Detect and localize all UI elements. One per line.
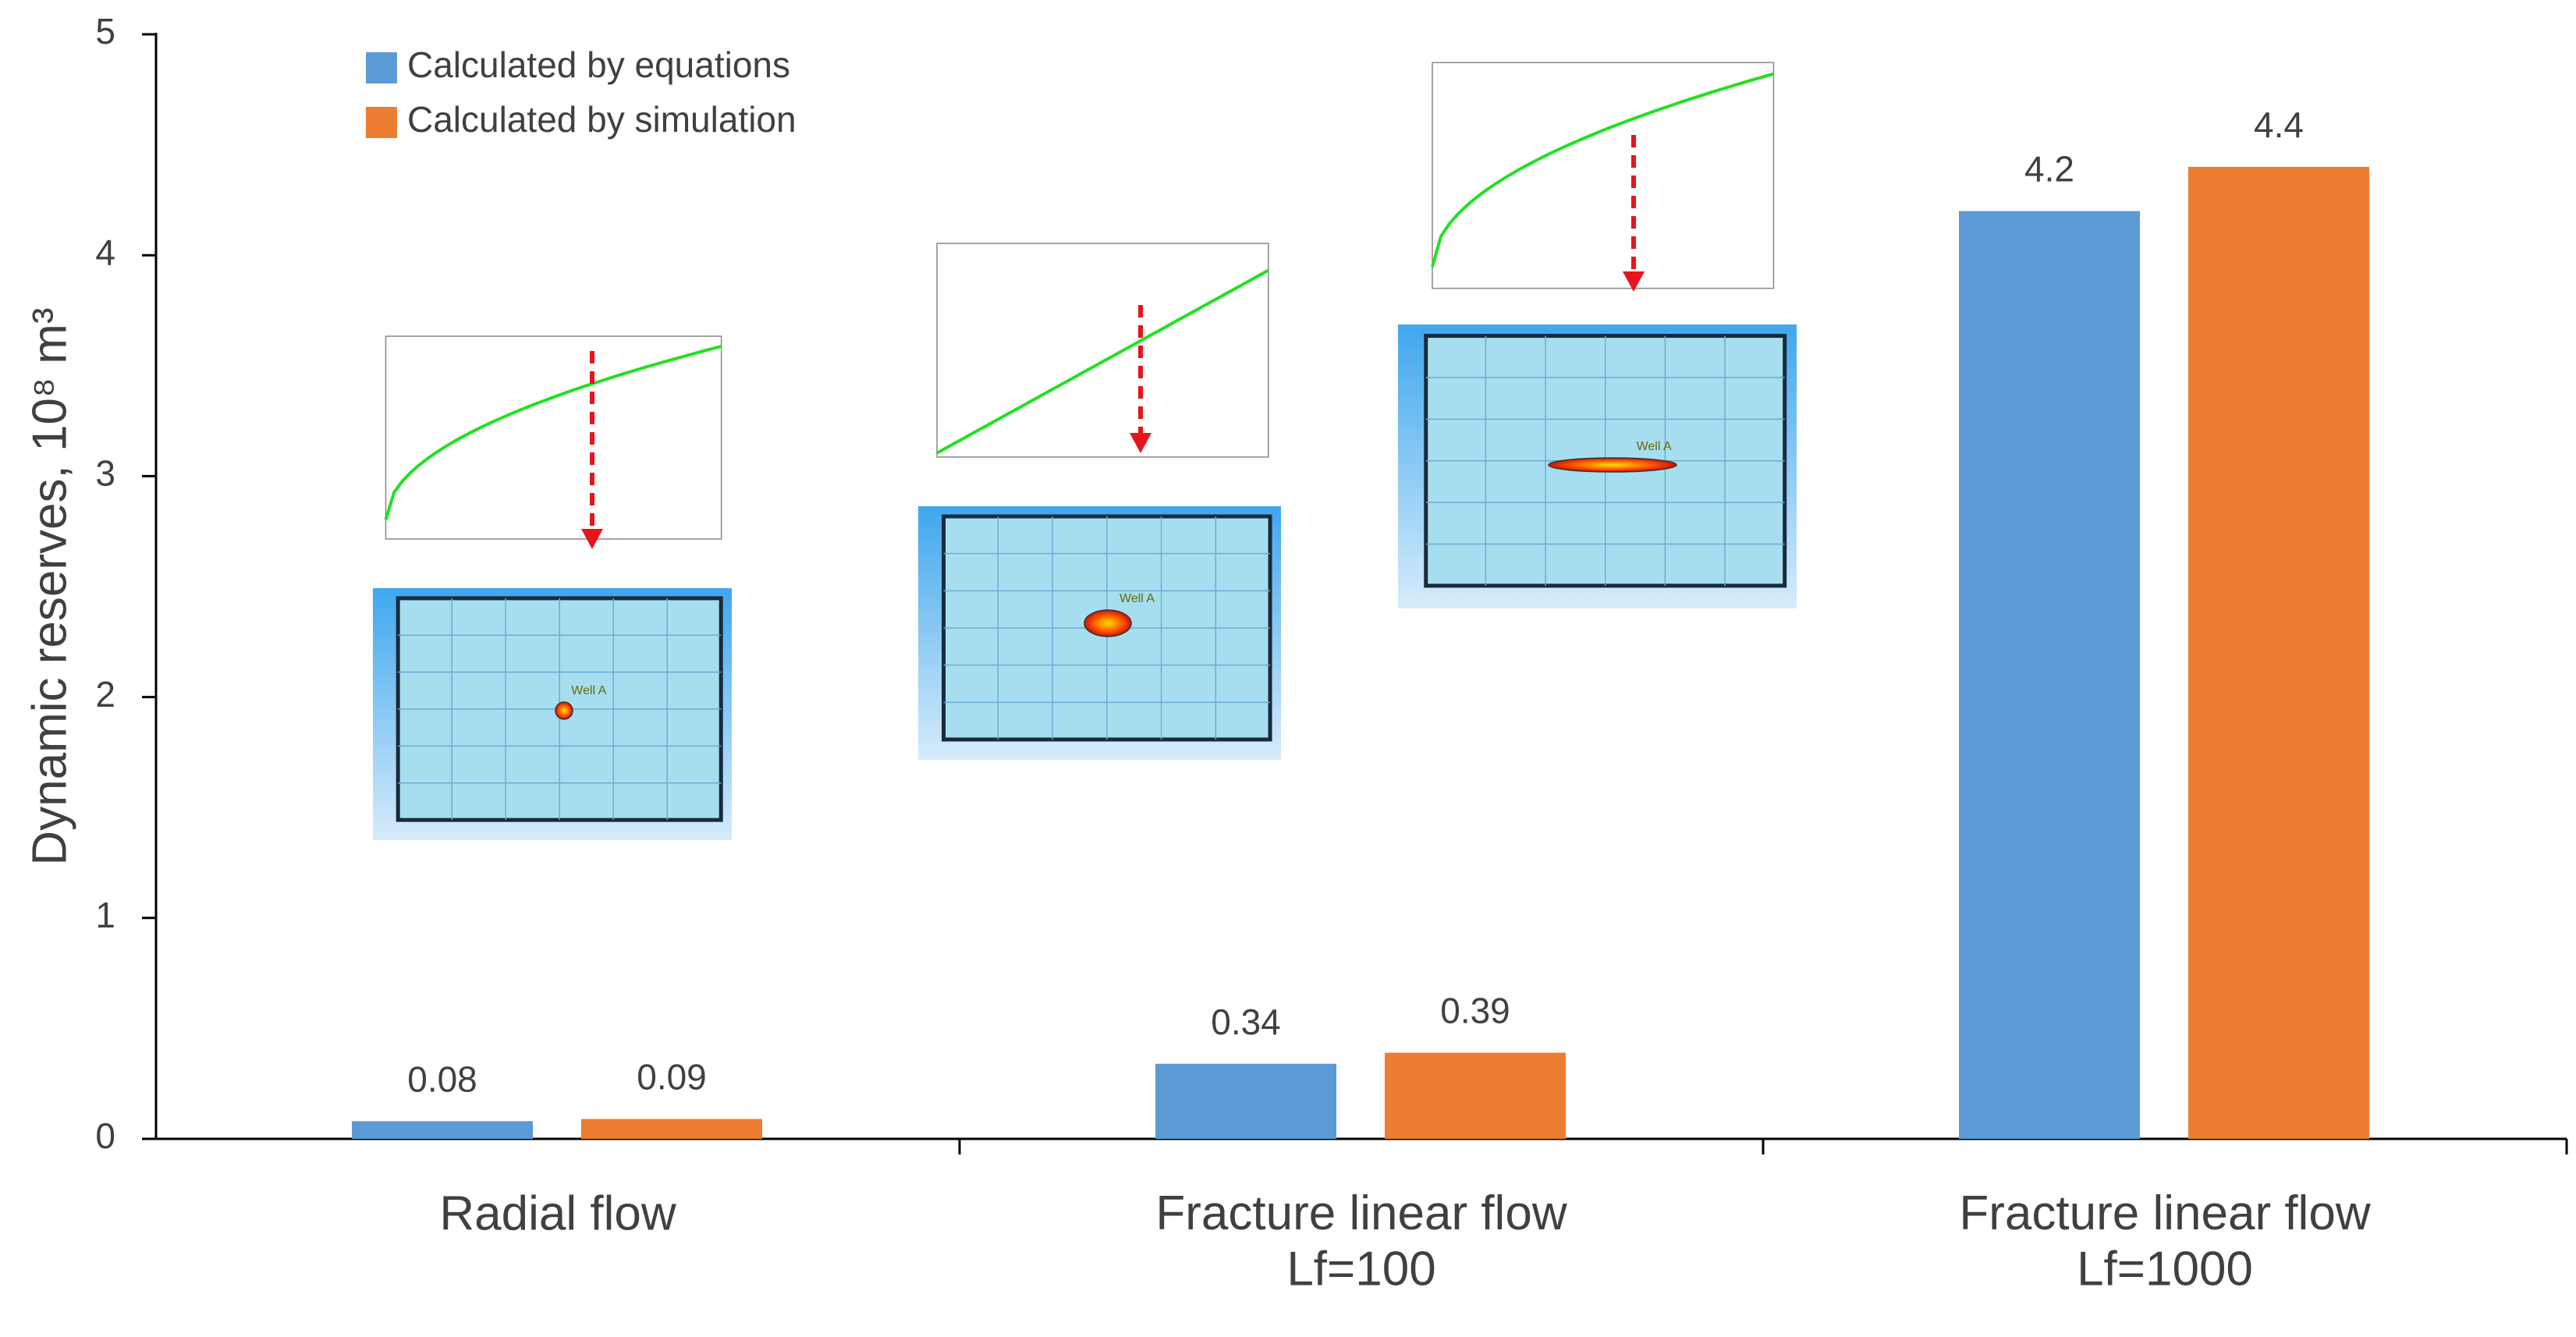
bar xyxy=(352,1121,533,1139)
inset-curve xyxy=(384,345,722,520)
inset-curve xyxy=(1431,72,1774,268)
bar xyxy=(1959,211,2140,1139)
bar xyxy=(2188,166,2369,1139)
value-label: 4.2 xyxy=(2024,149,2074,190)
x-tick-label: Radial flow xyxy=(439,1186,676,1240)
y-tick-label: 3 xyxy=(95,453,115,494)
bar xyxy=(1155,1063,1336,1139)
inset-arrowhead xyxy=(1130,433,1151,453)
x-tick-label: Fracture linear flow Lf=100 xyxy=(1155,1186,1567,1296)
well-marker xyxy=(1084,609,1132,637)
y-tick-label: 5 xyxy=(95,11,115,51)
inset-arrowhead xyxy=(1623,271,1645,292)
legend-swatch xyxy=(366,52,397,83)
x-tick-label: Fracture linear flow Lf=1000 xyxy=(1959,1186,2370,1296)
y-tick-label: 1 xyxy=(95,895,115,935)
value-label: 0.08 xyxy=(407,1059,477,1100)
y-axis-title: Dynamic reserves, 10⁸ m³ xyxy=(23,307,76,865)
value-label: 0.09 xyxy=(637,1057,707,1098)
legend-label: Calculated by simulation xyxy=(407,99,797,140)
legend-swatch xyxy=(366,107,397,138)
inset-plot-frame xyxy=(936,243,1269,458)
inset-curve xyxy=(936,268,1269,455)
legend-label: Calculated by equations xyxy=(407,44,790,85)
well-label: Well A xyxy=(1119,592,1155,605)
value-label: 0.39 xyxy=(1440,991,1510,1031)
bar xyxy=(581,1119,762,1139)
value-label: 0.34 xyxy=(1211,1002,1281,1042)
y-tick-label: 0 xyxy=(95,1115,115,1156)
inset-plot xyxy=(1406,46,1785,321)
inset-plot xyxy=(360,321,733,569)
y-tick-label: 2 xyxy=(95,674,115,715)
inset-plot-frame xyxy=(385,335,722,540)
value-label: 4.4 xyxy=(2254,105,2304,145)
bar xyxy=(1385,1052,1566,1139)
inset-plot-frame xyxy=(1432,62,1775,289)
well-marker xyxy=(555,701,573,720)
inset-plot xyxy=(911,228,1279,488)
y-tick-label: 4 xyxy=(95,232,115,272)
well-marker xyxy=(1548,457,1677,473)
inset-arrowhead xyxy=(581,529,603,549)
well-label: Well A xyxy=(1637,440,1672,453)
well-label: Well A xyxy=(571,684,606,697)
